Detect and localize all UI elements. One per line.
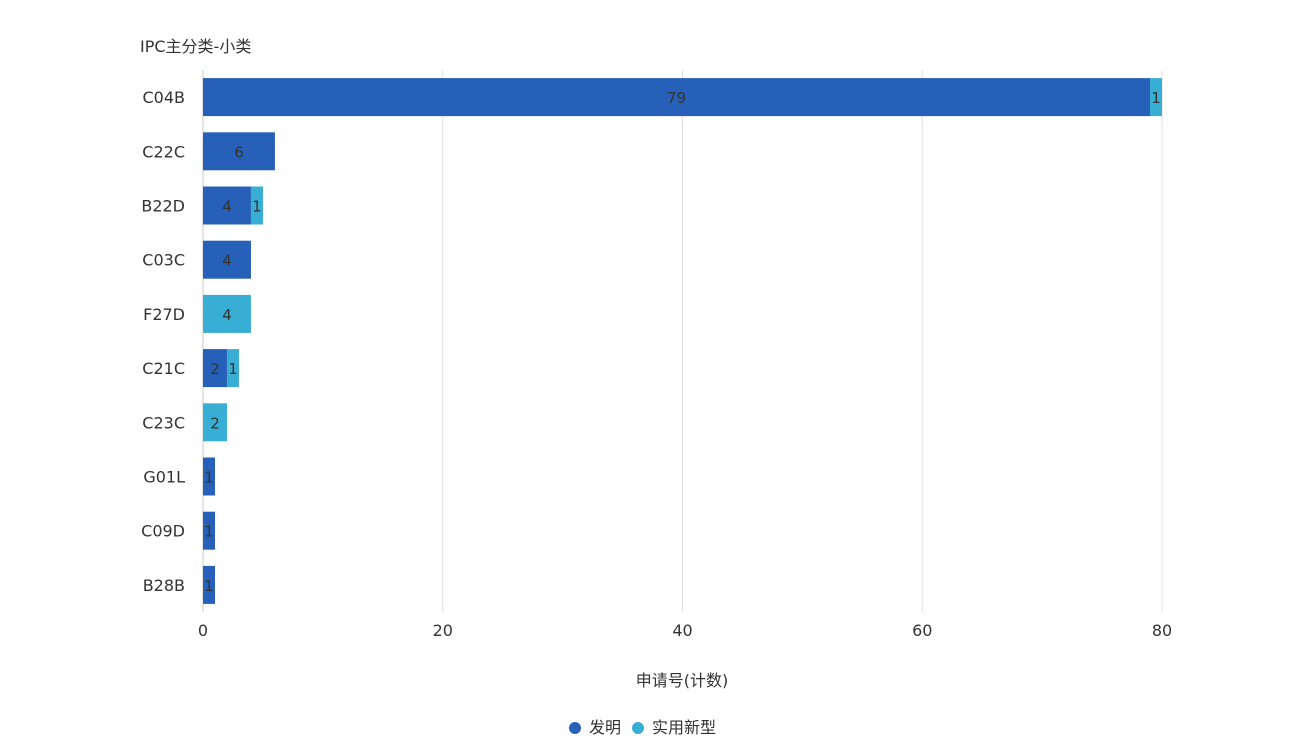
y-tick-label: C09D bbox=[141, 522, 185, 541]
x-tick-labels: 0 20 40 60 80 bbox=[198, 621, 1172, 640]
data-label: 4 bbox=[222, 252, 232, 270]
x-tick-label: 20 bbox=[433, 621, 453, 640]
data-label: 1 bbox=[228, 360, 238, 378]
legend-marker[interactable] bbox=[569, 722, 581, 734]
data-label: 1 bbox=[252, 198, 262, 216]
y-tick-label: C03C bbox=[142, 251, 185, 270]
data-label: 1 bbox=[204, 469, 214, 487]
data-label: 1 bbox=[1151, 89, 1161, 107]
y-tick-label: C23C bbox=[142, 413, 185, 432]
legend-label[interactable]: 发明 bbox=[589, 718, 621, 737]
y-tick-label: B28B bbox=[143, 576, 185, 595]
gridlines bbox=[203, 70, 1162, 612]
y-tick-label: G01L bbox=[143, 468, 185, 487]
legend[interactable]: 发明 实用新型 bbox=[569, 718, 716, 737]
y-tick-labels: C04B C22C B22D C03C F27D C21C C23C G01L C09D B28B bbox=[141, 88, 185, 595]
y-tick-label: B22D bbox=[141, 197, 185, 216]
data-label: 2 bbox=[210, 414, 220, 432]
legend-label[interactable]: 实用新型 bbox=[652, 718, 716, 737]
legend-marker[interactable] bbox=[632, 722, 644, 734]
y-axis-title: IPC主分类-小类 bbox=[140, 37, 251, 56]
data-label: 4 bbox=[222, 198, 232, 216]
x-tick-label: 60 bbox=[912, 621, 932, 640]
data-label: 1 bbox=[204, 577, 214, 595]
data-label: 4 bbox=[222, 306, 232, 324]
x-tick-label: 80 bbox=[1152, 621, 1172, 640]
y-tick-label: F27D bbox=[143, 305, 185, 324]
x-tick-label: 40 bbox=[672, 621, 692, 640]
y-tick-label: C21C bbox=[142, 359, 185, 378]
x-axis-title: 申请号(计数) bbox=[636, 671, 729, 690]
data-label: 2 bbox=[210, 360, 220, 378]
y-tick-label: C22C bbox=[142, 142, 185, 161]
data-label: 1 bbox=[204, 523, 214, 541]
x-tick-label: 0 bbox=[198, 621, 208, 640]
y-tick-label: C04B bbox=[142, 88, 185, 107]
data-label: 79 bbox=[667, 89, 686, 107]
data-label: 6 bbox=[234, 143, 244, 161]
